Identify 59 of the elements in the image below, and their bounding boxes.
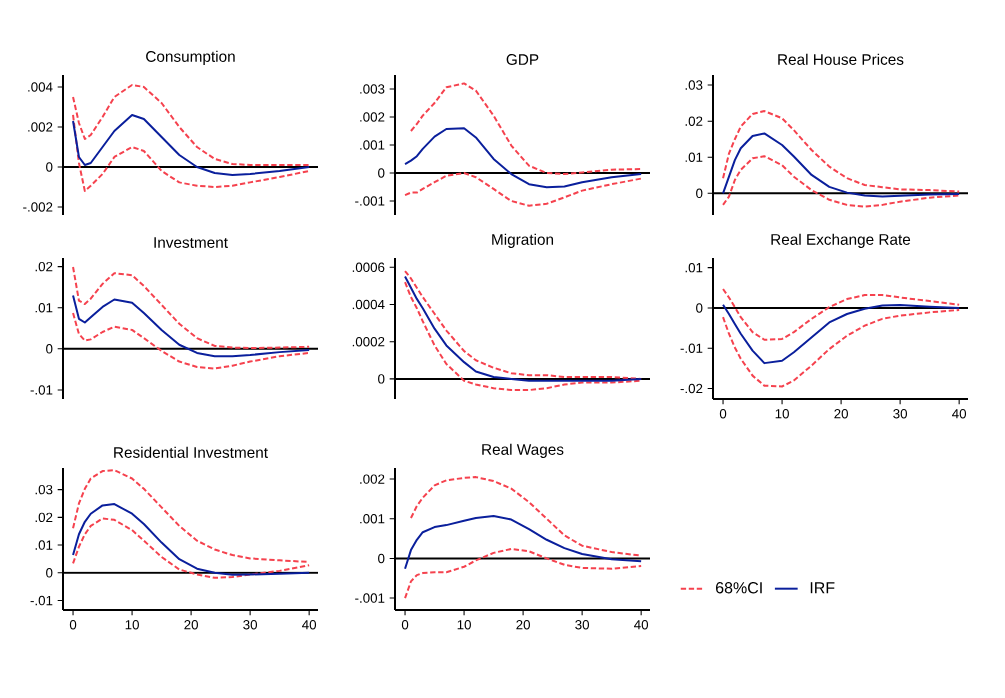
y-tick-label: 0 xyxy=(696,303,703,313)
y-tick-label: .02 xyxy=(35,261,53,272)
y-tick-label: 0 xyxy=(46,162,53,172)
y-tick-label: .03 xyxy=(35,484,53,495)
y-tick-label: .0004 xyxy=(352,299,385,310)
y-tick-label: .02 xyxy=(35,512,53,523)
y-tick-label: .03 xyxy=(685,80,703,90)
y-tick-label: .01 xyxy=(35,303,53,313)
y-tick-label: 0 xyxy=(378,374,385,384)
x-tick-label: 40 xyxy=(952,409,967,419)
y-tick-label: .0002 xyxy=(352,336,385,347)
y-tick-label: .001 xyxy=(360,140,385,150)
y-tick-label: .01 xyxy=(35,540,53,550)
chart-title: Migration xyxy=(492,233,554,248)
y-tick-label: -.002 xyxy=(23,202,53,212)
y-tick-label: .002 xyxy=(360,112,385,122)
x-tick-label: 10 xyxy=(775,409,789,419)
x-tick-label: 20 xyxy=(184,620,198,630)
y-tick-label: -.01 xyxy=(680,343,703,353)
legend-label: IRF xyxy=(810,582,835,594)
x-tick-label: 20 xyxy=(834,409,848,419)
y-tick-label: .001 xyxy=(360,514,385,524)
y-tick-label: -.01 xyxy=(30,595,53,606)
legend-label: 68%CI xyxy=(716,582,762,594)
x-tick-label: 0 xyxy=(719,409,727,419)
x-tick-label: 10 xyxy=(457,620,471,630)
y-tick-label: .01 xyxy=(685,262,703,273)
y-tick-label: 0 xyxy=(46,344,53,354)
x-tick-label: 10 xyxy=(125,620,139,630)
x-tick-label: 40 xyxy=(302,620,317,630)
chart-title: Investment xyxy=(154,237,228,248)
chart-title: Real House Prices xyxy=(778,53,904,65)
y-tick-label: .004 xyxy=(28,82,53,92)
chart-title: Real Wages xyxy=(482,443,564,458)
y-tick-label: .002 xyxy=(360,474,385,484)
y-tick-label: .02 xyxy=(685,116,703,126)
x-tick-label: 0 xyxy=(69,620,77,630)
x-tick-label: 0 xyxy=(401,620,409,630)
chart-title: Real Exchange Rate xyxy=(771,233,911,248)
y-tick-label: .01 xyxy=(685,152,703,162)
chart-title: GDP xyxy=(506,54,539,65)
y-tick-label: -.01 xyxy=(30,385,53,395)
y-tick-label: 0 xyxy=(696,188,703,199)
x-tick-label: 20 xyxy=(516,620,530,630)
x-tick-label: 30 xyxy=(575,620,590,630)
y-tick-label: .0006 xyxy=(352,262,385,272)
y-tick-label: 0 xyxy=(378,553,385,564)
y-tick-label: -.001 xyxy=(355,196,385,206)
x-tick-label: 40 xyxy=(634,620,649,630)
chart-title: Residential Investment xyxy=(114,446,268,458)
y-tick-label: -.001 xyxy=(355,593,385,603)
x-tick-label: 30 xyxy=(893,409,908,419)
y-tick-label: .002 xyxy=(28,122,53,132)
x-tick-label: 30 xyxy=(243,620,258,630)
chart-title: Consumption xyxy=(146,50,235,65)
y-tick-label: 0 xyxy=(378,168,385,178)
y-tick-label: .003 xyxy=(360,84,385,94)
y-tick-label: -.02 xyxy=(680,383,703,394)
y-tick-label: 0 xyxy=(46,568,53,578)
